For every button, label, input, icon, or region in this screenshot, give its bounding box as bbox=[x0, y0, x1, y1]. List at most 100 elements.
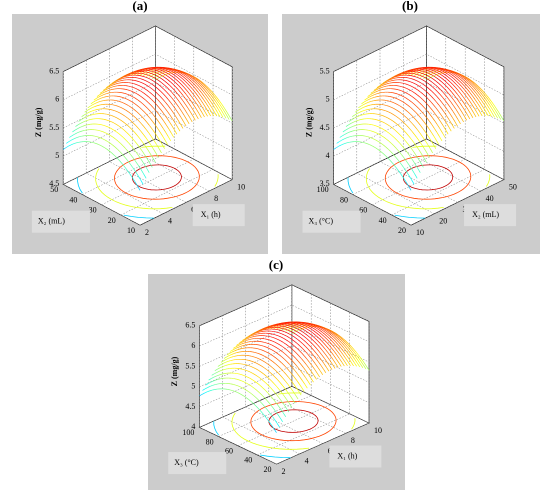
surface-mesh bbox=[155, 82, 159, 85]
surface-mesh bbox=[133, 157, 137, 162]
surface-mesh bbox=[92, 102, 96, 105]
surface-mesh bbox=[405, 140, 409, 145]
surface-mesh bbox=[290, 387, 294, 392]
surface-mesh bbox=[453, 99, 457, 104]
surface-mesh bbox=[458, 73, 462, 76]
surface-mesh bbox=[155, 152, 159, 158]
surface-mesh bbox=[156, 78, 160, 82]
surface-mesh bbox=[157, 93, 161, 97]
surface-mesh bbox=[147, 108, 151, 112]
surface-mesh bbox=[426, 69, 430, 72]
surface-mesh bbox=[437, 70, 441, 73]
surface-mesh bbox=[267, 392, 271, 396]
surface-mesh bbox=[493, 104, 497, 109]
surface-mesh bbox=[205, 88, 209, 92]
surface-mesh bbox=[429, 148, 433, 154]
surface-mesh bbox=[432, 82, 436, 85]
surface-mesh bbox=[392, 92, 396, 94]
surface-mesh bbox=[97, 129, 101, 132]
surface-mesh bbox=[371, 100, 374, 102]
surface-mesh bbox=[326, 341, 330, 346]
surface-mesh bbox=[384, 122, 388, 125]
contour bbox=[260, 454, 291, 459]
surface-mesh bbox=[214, 104, 219, 109]
surface-mesh bbox=[104, 93, 107, 95]
surface-mesh bbox=[80, 117, 84, 121]
surface-mesh bbox=[167, 68, 171, 70]
surface-mesh bbox=[117, 149, 121, 153]
surface-mesh bbox=[423, 71, 427, 73]
surface-mesh bbox=[482, 92, 486, 97]
surface-mesh bbox=[134, 132, 138, 136]
surface-mesh bbox=[222, 365, 226, 367]
surface-mesh bbox=[284, 331, 288, 334]
surface-mesh bbox=[230, 349, 233, 352]
surface-mesh bbox=[410, 138, 414, 143]
surface-mesh bbox=[275, 401, 279, 406]
surface-mesh bbox=[107, 133, 111, 136]
surface-mesh bbox=[147, 81, 151, 84]
surface-mesh bbox=[116, 157, 120, 161]
surface-mesh bbox=[396, 109, 400, 113]
surface-mesh bbox=[332, 331, 336, 334]
surface-mesh bbox=[201, 81, 205, 85]
surface-mesh bbox=[393, 145, 397, 149]
surface-mesh bbox=[139, 101, 143, 104]
surface-mesh bbox=[128, 134, 133, 138]
surface-mesh bbox=[354, 113, 358, 116]
surface-mesh bbox=[178, 81, 182, 85]
surface-mesh bbox=[118, 125, 122, 129]
surface-mesh bbox=[407, 73, 411, 76]
surface-mesh bbox=[140, 169, 144, 175]
surface-mesh bbox=[312, 323, 316, 326]
surface-mesh bbox=[383, 109, 386, 112]
surface-mesh bbox=[120, 76, 124, 79]
surface-mesh bbox=[433, 71, 437, 74]
surface-mesh bbox=[97, 101, 101, 103]
surface-mesh bbox=[313, 345, 317, 349]
surface-mesh bbox=[371, 124, 374, 126]
surface-mesh bbox=[285, 407, 290, 413]
surface-mesh bbox=[168, 128, 172, 134]
surface-mesh bbox=[143, 73, 147, 75]
surface-mesh bbox=[307, 348, 311, 352]
surface-mesh bbox=[498, 112, 502, 117]
surface-mesh bbox=[401, 90, 404, 93]
surface-mesh bbox=[333, 147, 337, 150]
surface-mesh bbox=[114, 116, 118, 119]
surface-mesh bbox=[370, 130, 374, 132]
surface-mesh bbox=[118, 100, 122, 103]
surface-mesh bbox=[142, 97, 146, 101]
surface-mesh bbox=[105, 125, 109, 128]
surface-mesh bbox=[312, 359, 316, 364]
surface-mesh bbox=[150, 144, 154, 149]
surface-mesh bbox=[276, 378, 280, 383]
surface-mesh bbox=[404, 83, 408, 85]
surface-mesh bbox=[485, 95, 489, 100]
surface-mesh bbox=[414, 87, 418, 91]
surface-mesh bbox=[75, 141, 79, 144]
surface-mesh bbox=[93, 142, 97, 144]
surface-mesh bbox=[79, 130, 83, 133]
surface-mesh bbox=[231, 353, 235, 355]
surface-mesh bbox=[276, 331, 280, 334]
surface-mesh bbox=[153, 101, 157, 105]
surface-mesh bbox=[320, 327, 324, 330]
surface-mesh bbox=[210, 111, 215, 117]
surface-mesh bbox=[114, 146, 118, 150]
surface-mesh bbox=[233, 346, 237, 349]
surface-mesh bbox=[358, 355, 362, 360]
surface-mesh bbox=[452, 87, 456, 92]
surface-mesh bbox=[327, 334, 331, 338]
surface-mesh bbox=[464, 104, 469, 110]
surface-mesh bbox=[317, 326, 321, 328]
surface-mesh bbox=[326, 338, 330, 343]
surface-mesh bbox=[230, 383, 234, 385]
surface-mesh bbox=[79, 125, 83, 128]
surface-mesh bbox=[377, 113, 381, 116]
surface-mesh bbox=[120, 106, 124, 109]
surface-mesh bbox=[271, 415, 275, 420]
surface-mesh bbox=[245, 389, 249, 393]
surface-mesh bbox=[408, 175, 412, 180]
surface-mesh bbox=[214, 368, 218, 372]
